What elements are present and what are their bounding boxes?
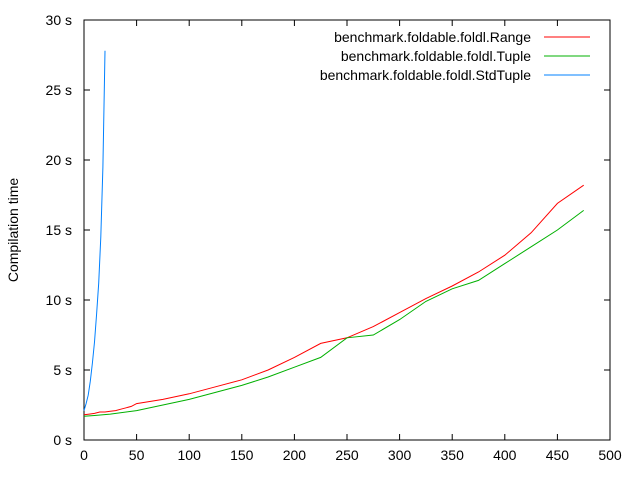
x-tick-label: 0 bbox=[80, 447, 88, 463]
legend-label-3: benchmark.foldable.foldl.StdTuple bbox=[320, 67, 531, 83]
x-tick-label: 100 bbox=[178, 447, 202, 463]
series-line-2 bbox=[83, 209, 584, 417]
y-tick-label: 15 s bbox=[46, 222, 72, 238]
x-tick-label: 50 bbox=[129, 447, 145, 463]
series-layer bbox=[83, 50, 584, 417]
axes-layer: 0 50 100 150 200 250 300 350 400 450 500 0 s 5 s 10 s… bbox=[46, 12, 622, 463]
x-tick-label: 400 bbox=[493, 447, 517, 463]
x-tick-label: 500 bbox=[598, 447, 622, 463]
y-tick-label: 10 s bbox=[46, 292, 72, 308]
y-tick-label: 30 s bbox=[46, 12, 72, 28]
y-tick-label: 25 s bbox=[46, 82, 72, 98]
y-tick-label: 0 s bbox=[53, 432, 72, 448]
legend: benchmark.foldable.foldl.Range benchmark.… bbox=[320, 29, 590, 83]
series-line-1 bbox=[83, 184, 584, 416]
x-tick-label: 450 bbox=[546, 447, 570, 463]
plot-frame bbox=[83, 19, 611, 441]
x-tick-label: 250 bbox=[335, 447, 359, 463]
y-axis-title: Compilation time bbox=[5, 178, 21, 282]
legend-label-1: benchmark.foldable.foldl.Range bbox=[334, 29, 531, 45]
series-line-3 bbox=[83, 50, 106, 411]
x-tick-label: 150 bbox=[230, 447, 254, 463]
x-tick-label: 300 bbox=[388, 447, 412, 463]
y-tick-label: 5 s bbox=[53, 362, 72, 378]
y-tick-label: 20 s bbox=[46, 152, 72, 168]
x-tick-label: 200 bbox=[283, 447, 307, 463]
legend-label-2: benchmark.foldable.foldl.Tuple bbox=[341, 48, 531, 64]
x-tick-label: 350 bbox=[441, 447, 465, 463]
